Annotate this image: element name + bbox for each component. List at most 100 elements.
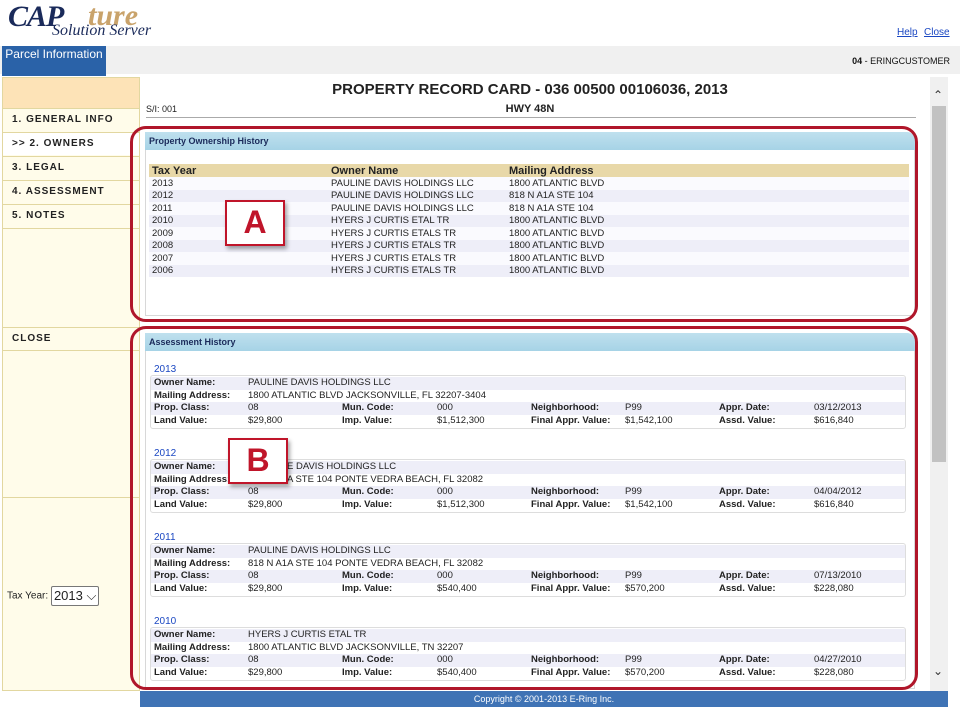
assessment-row: Owner Name: HYERS J CURTIS ETAL TR xyxy=(151,629,905,642)
owner-name-label: Owner Name: xyxy=(154,545,216,556)
prop-class-label: Prop. Class: xyxy=(154,402,210,413)
title-divider xyxy=(146,117,916,118)
prop-class-label: Prop. Class: xyxy=(154,654,210,665)
chevron-down-icon[interactable]: ⌄ xyxy=(933,664,944,678)
sidebar-divider xyxy=(3,228,139,229)
mun-code-value: 000 xyxy=(437,486,453,497)
table-row: 2013 PAULINE DAVIS HOLDINGS LLC 1800 ATLAN… xyxy=(149,177,909,190)
cell-year: 2013 xyxy=(149,177,328,190)
final-appr-value: $570,200 xyxy=(625,666,665,678)
assd-value-label: Assd. Value: xyxy=(719,666,776,678)
si-label: S/I: 001 xyxy=(146,104,178,114)
appr-date-value: 03/12/2013 xyxy=(814,402,862,413)
land-value-label: Land Value: xyxy=(154,498,208,510)
mun-code-value: 000 xyxy=(437,654,453,665)
cell-year: 2006 xyxy=(149,264,328,277)
prop-class-value: 08 xyxy=(248,486,259,497)
sidebar-divider xyxy=(3,497,139,498)
assessment-row: Prop. Class: 08 Mun. Code: 000 Neighborhood:… xyxy=(151,654,905,667)
final-appr-label: Final Appr. Value: xyxy=(531,666,611,678)
final-appr-label: Final Appr. Value: xyxy=(531,582,611,594)
assessment-year-card: Owner Name: PAULINE DAVIS HOLDINGS LLC Ma… xyxy=(150,375,906,429)
cell-owner: HYERS J CURTIS ETALS TR xyxy=(328,239,506,252)
sidebar-item-owners[interactable]: >> 2. OWNERS xyxy=(3,132,139,155)
imp-value-value: $540,400 xyxy=(437,582,477,594)
neighborhood-value: P99 xyxy=(625,654,642,665)
assessment-row: Mailing Address: 1800 ATLANTIC BLVD JACKS… xyxy=(151,390,905,403)
sidebar-item-general-info[interactable]: 1. GENERAL INFO xyxy=(3,108,139,131)
assessment-row: Owner Name: E DAVIS HOLDINGS LLC xyxy=(151,461,905,474)
mun-code-value: 000 xyxy=(437,570,453,581)
sidebar-item-notes[interactable]: 5. NOTES xyxy=(3,204,139,227)
neighborhood-label: Neighborhood: xyxy=(531,486,600,497)
cell-address: 1800 ATLANTIC BLVD xyxy=(506,214,909,227)
tax-year-label: Tax Year: xyxy=(7,590,49,602)
neighborhood-value: P99 xyxy=(625,486,642,497)
tab-parcel-information[interactable]: Parcel Information xyxy=(2,46,106,76)
mailing-address-value: 818 N A1A STE 104 PONTE VEDRA BEACH, FL … xyxy=(248,557,484,569)
captures-logo: CAP ture Solution Server xyxy=(8,0,218,42)
footer-copyright: Copyright © 2001-2013 E-Ring Inc. xyxy=(140,691,948,707)
imp-value-value: $1,512,300 xyxy=(437,414,485,426)
tax-year-control: Tax Year: 2013 ⌵ xyxy=(7,586,100,606)
mun-code-label: Mun. Code: xyxy=(342,486,394,497)
assessment-year-label: 2011 xyxy=(154,532,176,543)
assd-value-value: $228,080 xyxy=(814,666,854,678)
mun-code-value: 000 xyxy=(437,402,453,413)
customer-code: 04 xyxy=(852,56,863,66)
neighborhood-value: P99 xyxy=(625,402,642,413)
logo-ture-text: ture xyxy=(88,0,139,32)
assd-value-label: Assd. Value: xyxy=(719,582,776,594)
imp-value-label: Imp. Value: xyxy=(342,666,393,678)
assd-value-value: $616,840 xyxy=(814,498,854,510)
mailing-address-label: Mailing Address: xyxy=(154,557,231,569)
scrollbar-thumb[interactable] xyxy=(932,106,946,462)
property-address: HWY 48N xyxy=(505,103,555,115)
sidebar-item-legal[interactable]: 3. LEGAL xyxy=(3,156,139,179)
assessment-row: Mailing Address: A STE 104 PONTE VEDRA BE… xyxy=(151,474,905,487)
help-link[interactable]: Help xyxy=(897,27,918,38)
owner-name-label: Owner Name: xyxy=(154,629,216,640)
owner-name-value: HYERS J CURTIS ETAL TR xyxy=(248,629,367,640)
neighborhood-label: Neighborhood: xyxy=(531,570,600,581)
land-value-label: Land Value: xyxy=(154,666,208,678)
assd-value-value: $228,080 xyxy=(814,582,854,594)
close-link[interactable]: Close xyxy=(924,27,950,38)
imp-value-label: Imp. Value: xyxy=(342,414,393,426)
prop-class-label: Prop. Class: xyxy=(154,486,210,497)
customer-name: - ERINGCUSTOMER xyxy=(862,56,950,66)
land-value-value: $29,800 xyxy=(248,582,283,594)
annotation-box-a xyxy=(130,126,918,322)
logo-cap-text: CAP xyxy=(8,0,64,33)
mailing-address-label: Mailing Address: xyxy=(154,473,231,485)
cell-owner: HYERS J CURTIS ETALS TR xyxy=(328,227,506,240)
assessment-year-card: Owner Name: HYERS J CURTIS ETAL TR Mailin… xyxy=(150,627,906,681)
table-row: 2012 PAULINE DAVIS HOLDINGS LLC 818 N A1A … xyxy=(149,189,909,202)
customer-label: 04 - ERINGCUSTOMER xyxy=(852,56,950,66)
imp-value-value: $1,512,300 xyxy=(437,498,485,510)
cell-address: 1800 ATLANTIC BLVD xyxy=(506,239,909,252)
sidebar-nav: 1. GENERAL INFO >> 2. OWNERS 3. LEGAL 4.… xyxy=(2,77,140,691)
assessment-year-card: Owner Name: PAULINE DAVIS HOLDINGS LLC Ma… xyxy=(150,543,906,597)
chevron-up-icon[interactable]: ⌃ xyxy=(933,88,944,102)
assessment-section-header: Assessment History xyxy=(145,333,915,351)
chevron-down-icon: ⌵ xyxy=(86,588,97,603)
prop-class-value: 08 xyxy=(248,570,259,581)
owner-name-value: E DAVIS HOLDINGS LLC xyxy=(287,461,397,472)
logo-subtitle: Solution Server xyxy=(52,22,152,39)
final-appr-value: $1,542,100 xyxy=(625,498,673,510)
land-value-label: Land Value: xyxy=(154,414,208,426)
owner-name-value: PAULINE DAVIS HOLDINGS LLC xyxy=(248,545,391,556)
tax-year-select[interactable]: 2013 ⌵ xyxy=(50,586,100,606)
mun-code-label: Mun. Code: xyxy=(342,570,394,581)
owner-name-label: Owner Name: xyxy=(154,461,216,472)
sidebar-item-close[interactable]: CLOSE xyxy=(3,327,139,350)
imp-value-label: Imp. Value: xyxy=(342,498,393,510)
land-value-value: $29,800 xyxy=(248,498,283,510)
table-row: 2006 HYERS J CURTIS ETALS TR 1800 ATLANTIC… xyxy=(149,264,909,277)
sidebar-item-assessment[interactable]: 4. ASSESSMENT xyxy=(3,180,139,203)
assessment-row: Owner Name: PAULINE DAVIS HOLDINGS LLC xyxy=(151,545,905,558)
appr-date-label: Appr. Date: xyxy=(719,654,770,665)
mun-code-label: Mun. Code: xyxy=(342,402,394,413)
mailing-address-label: Mailing Address: xyxy=(154,641,231,653)
